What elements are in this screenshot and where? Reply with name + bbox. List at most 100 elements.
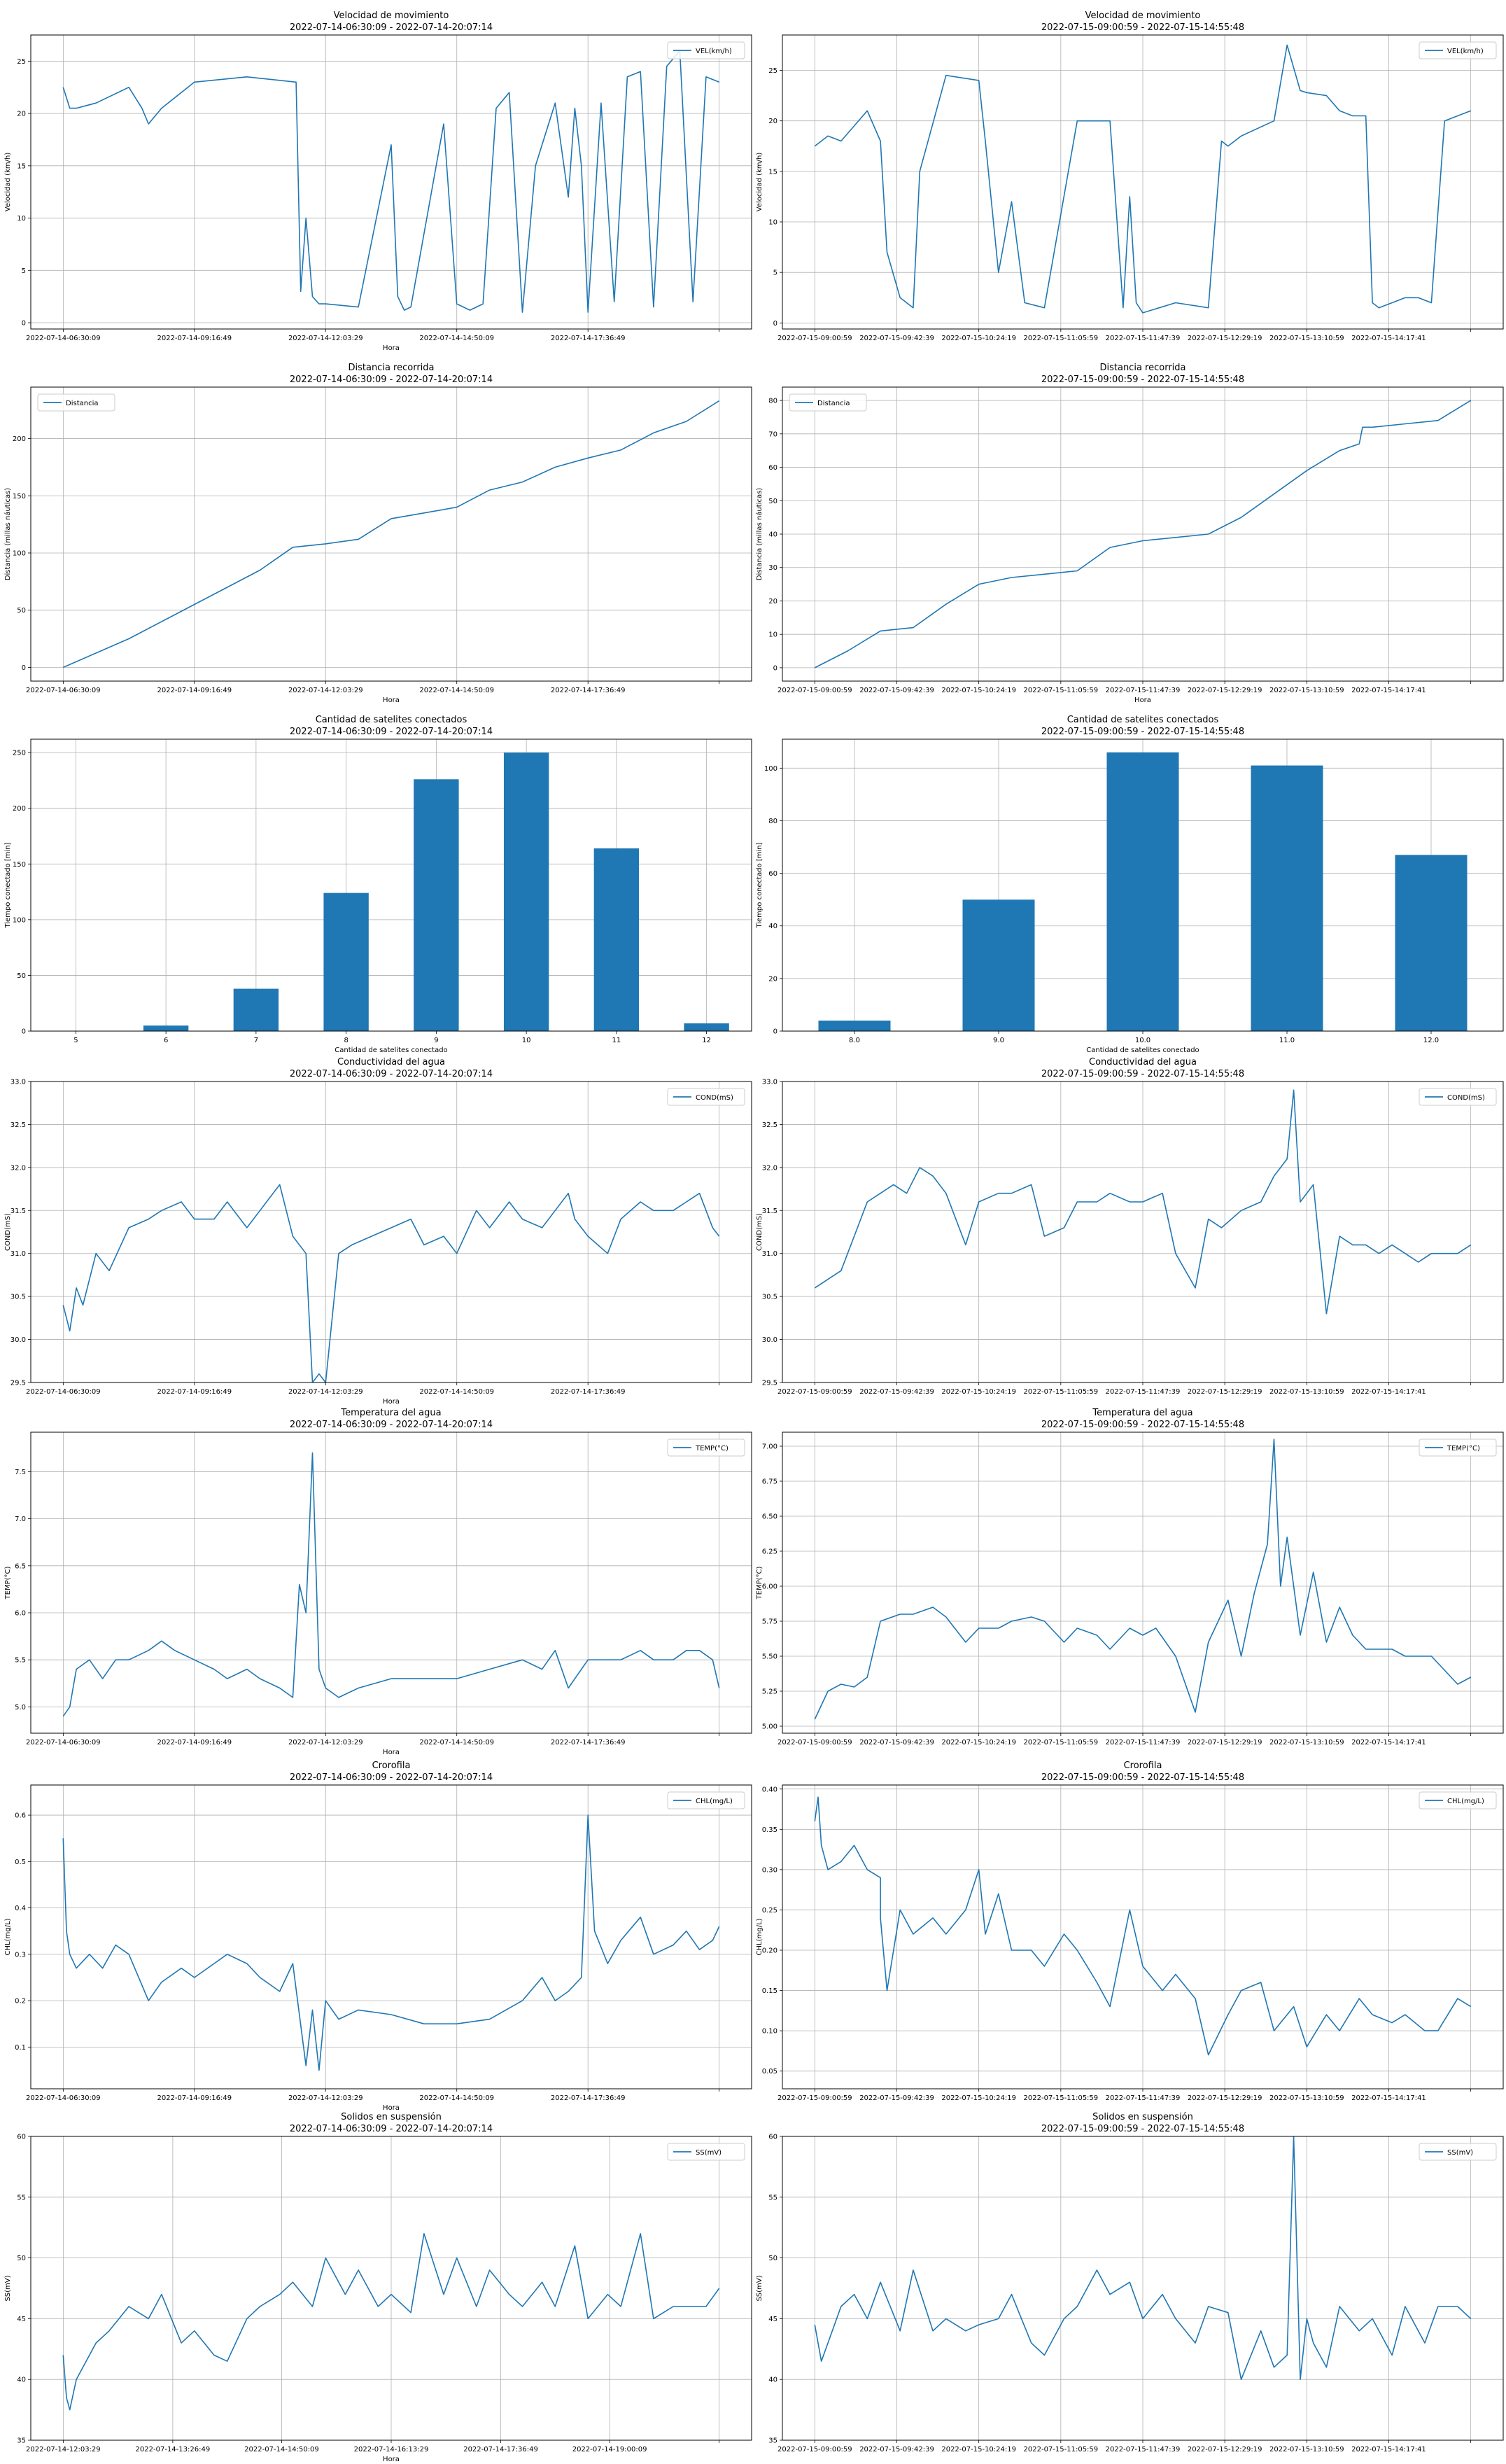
y-tick-label: 6.75 <box>762 1478 777 1486</box>
x-tick-label: 2022-07-15-14:17:41 <box>1351 335 1426 342</box>
x-tick-label: 2022-07-15-09:42:39 <box>859 2446 934 2454</box>
y-tick-label: 30.0 <box>10 1336 26 1344</box>
x-axis-label: Hora <box>383 696 400 704</box>
x-tick-label: 2022-07-15-14:17:41 <box>1351 2446 1426 2454</box>
y-tick-label: 40 <box>768 531 777 539</box>
y-tick-label: 40 <box>768 2376 777 2384</box>
x-tick-label: 2022-07-14-09:16:49 <box>157 687 232 694</box>
y-axis-label: TEMP(°C) <box>4 1566 12 1600</box>
chart-title: Velocidad de movimiento <box>334 10 449 21</box>
y-tick-label: 45 <box>17 2316 26 2323</box>
x-tick-label: 2022-07-14-16:13:29 <box>354 2446 429 2454</box>
legend: SS(mV) <box>1419 2143 1497 2161</box>
y-tick-label: 0.6 <box>15 1812 26 1820</box>
x-tick-label: 2022-07-14-06:30:09 <box>26 687 101 694</box>
y-axis-label: CHL(mg/L) <box>756 1918 763 1955</box>
chart-subtitle: 2022-07-14-06:30:09 - 2022-07-14-20:07:1… <box>290 1772 493 1783</box>
chart-13: Solidos en suspensión 2022-07-14-06:30:09… <box>4 2112 752 2463</box>
legend-box <box>667 1791 745 1809</box>
y-tick-label: 40 <box>768 923 777 930</box>
y-axis-label: COND(mS) <box>4 1213 12 1251</box>
series-line <box>814 44 1471 314</box>
series-line <box>62 1452 720 1717</box>
legend-box <box>667 2143 745 2161</box>
y-tick-label: 6.5 <box>15 1562 26 1570</box>
x-axis-label: Hora <box>383 2104 400 2112</box>
y-tick-label: 33.0 <box>10 1079 26 1086</box>
y-tick-label: 45 <box>768 2316 777 2323</box>
y-tick-label: 0 <box>773 664 777 672</box>
y-tick-label: 250 <box>13 750 26 757</box>
x-tick-label: 2022-07-15-11:47:39 <box>1106 335 1181 342</box>
legend-box <box>1419 1438 1497 1457</box>
bar <box>818 1020 891 1031</box>
y-tick-label: 0 <box>22 664 26 672</box>
chart-subtitle: 2022-07-15-09:00:59 - 2022-07-15-14:55:4… <box>1041 374 1244 385</box>
x-tick-label: 2022-07-15-10:24:19 <box>941 1388 1016 1396</box>
x-tick-label: 2022-07-15-12:29:19 <box>1188 2446 1262 2454</box>
y-tick-label: 32.5 <box>10 1121 26 1129</box>
y-tick-label: 0 <box>22 320 26 328</box>
x-tick-label: 2022-07-14-12:03:29 <box>26 2446 101 2454</box>
y-tick-label: 200 <box>13 435 26 443</box>
y-tick-label: 60 <box>768 870 777 878</box>
y-tick-label: 80 <box>768 398 777 405</box>
x-tick-label: 2022-07-14-09:16:49 <box>157 1388 232 1396</box>
y-axis-label: SS(mV) <box>756 2275 763 2301</box>
chart-title: Distancia recorrida <box>1099 363 1185 373</box>
x-tick-label: 6 <box>164 1037 168 1044</box>
y-tick-label: 0.20 <box>762 1947 777 1954</box>
y-tick-label: 5 <box>22 267 26 275</box>
x-tick-label: 2022-07-15-14:17:41 <box>1351 1739 1426 1746</box>
y-axis-label: Distancia (millas náuticas) <box>755 488 763 580</box>
y-tick-label: 35 <box>768 2437 777 2445</box>
x-tick-label: 9.0 <box>993 1037 1004 1044</box>
x-tick-label: 2022-07-14-14:50:09 <box>419 1388 494 1396</box>
y-tick-label: 30.5 <box>762 1294 777 1301</box>
x-tick-label: 2022-07-14-06:30:09 <box>26 2094 101 2102</box>
chart-title: Cantidad de satelites conectados <box>1067 715 1219 725</box>
legend: TEMP(°C) <box>1419 1438 1497 1457</box>
y-tick-label: 100 <box>764 765 777 773</box>
y-tick-label: 20 <box>17 111 26 118</box>
x-tick-label: 2022-07-14-12:03:29 <box>288 335 363 342</box>
x-tick-label: 2022-07-15-11:47:39 <box>1106 1388 1181 1396</box>
y-tick-label: 0 <box>773 320 777 328</box>
chart-subtitle: 2022-07-14-06:30:09 - 2022-07-14-20:07:1… <box>290 374 493 385</box>
chart-title: Temperatura del agua <box>1092 1408 1192 1418</box>
y-axis-label: COND(mS) <box>756 1213 763 1251</box>
axes-frame <box>30 386 752 682</box>
y-tick-label: 6.0 <box>15 1610 26 1618</box>
x-tick-label: 2022-07-15-13:10:59 <box>1269 687 1344 694</box>
x-tick-label: 2022-07-14-14:50:09 <box>419 1739 494 1746</box>
x-tick-label: 2022-07-15-09:42:39 <box>859 335 934 342</box>
y-tick-label: 20 <box>768 598 777 606</box>
bar <box>1395 855 1468 1031</box>
legend-box <box>37 393 115 412</box>
legend-label: TEMP(°C) <box>1447 1445 1480 1452</box>
chart-title: Temperatura del agua <box>340 1408 441 1418</box>
x-tick-label: 2022-07-15-11:05:59 <box>1024 2446 1099 2454</box>
x-tick-label: 2022-07-15-11:47:39 <box>1106 2094 1181 2102</box>
x-tick-label: 2022-07-14-17:36:49 <box>551 1388 626 1396</box>
y-tick-label: 50 <box>768 2255 777 2262</box>
bar <box>414 779 459 1031</box>
legend-box <box>1419 2143 1497 2161</box>
legend-box <box>667 1438 745 1457</box>
legend: CHL(mg/L) <box>667 1791 745 1809</box>
y-tick-label: 20 <box>768 118 777 125</box>
y-tick-label: 5 <box>773 270 777 277</box>
y-tick-label: 25 <box>768 67 777 75</box>
legend: CHL(mg/L) <box>1419 1791 1497 1809</box>
y-tick-label: 150 <box>13 493 26 500</box>
series-line <box>814 2136 1472 2380</box>
chart-subtitle: 2022-07-15-09:00:59 - 2022-07-15-14:55:4… <box>1041 22 1244 33</box>
chart-2: Velocidad de movimiento2022-07-15-09:00:… <box>756 10 1504 342</box>
legend-label: SS(mV) <box>1447 2149 1473 2157</box>
y-tick-label: 32.5 <box>762 1121 777 1129</box>
legend-label: Distancia <box>66 400 98 407</box>
y-tick-label: 30 <box>768 564 777 572</box>
bar <box>143 1026 189 1031</box>
chart-title: Velocidad de movimiento <box>1085 10 1201 21</box>
